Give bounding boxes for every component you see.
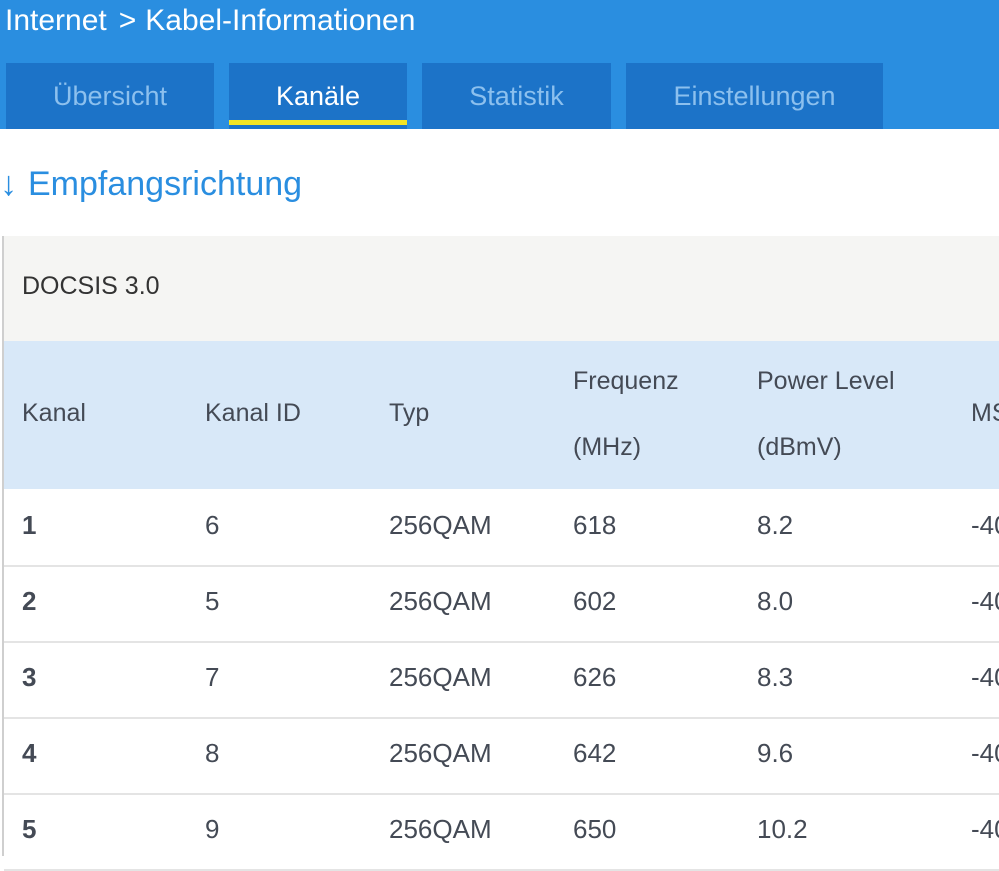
- column-header-kanal: Kanal: [22, 399, 86, 427]
- cell-kanal-id: 5: [205, 586, 220, 616]
- cell-mse: -40: [971, 662, 999, 692]
- cell-kanal-id: 6: [205, 510, 220, 540]
- table-row: 4 8 256QAM 642 9.6 -40: [4, 717, 999, 795]
- cell-typ: 256QAM: [389, 662, 492, 692]
- table-header: Kanal Kanal ID Typ Frequenz (MHz) Power …: [4, 341, 999, 489]
- cell-frequenz: 642: [573, 738, 617, 768]
- cell-mse: -40: [971, 586, 999, 616]
- tab-statistik[interactable]: Statistik: [422, 63, 611, 129]
- table-row: 5 9 256QAM 650 10.2 -40: [4, 793, 999, 871]
- docsis-group-bar: DOCSIS 3.0: [4, 236, 999, 341]
- cell-typ: 256QAM: [389, 738, 492, 768]
- cell-typ: 256QAM: [389, 814, 492, 844]
- cell-kanal: 1: [22, 510, 37, 540]
- active-tab-indicator: [229, 120, 407, 125]
- cell-typ: 256QAM: [389, 586, 492, 616]
- table-row: 1 6 256QAM 618 8.2 -40: [4, 489, 999, 567]
- column-header-typ: Typ: [389, 399, 430, 427]
- tab-uebersicht[interactable]: Übersicht: [6, 63, 214, 129]
- section-title: Empfangsrichtung: [28, 164, 303, 203]
- column-header-mse: MS: [971, 399, 999, 427]
- cell-frequenz: 618: [573, 510, 617, 540]
- cell-frequenz: 626: [573, 662, 617, 692]
- cell-kanal: 2: [22, 586, 37, 616]
- cell-frequenz: 650: [573, 814, 617, 844]
- table-row: 2 5 256QAM 602 8.0 -40: [4, 565, 999, 643]
- breadcrumb-parent-link[interactable]: Internet: [5, 4, 107, 37]
- cell-mse: -40: [971, 814, 999, 844]
- cell-kanal: 4: [22, 738, 37, 768]
- cell-mse: -40: [971, 510, 999, 540]
- tab-label: Statistik: [469, 80, 564, 111]
- table-row: 3 7 256QAM 626 8.3 -40: [4, 641, 999, 719]
- column-header-kanal-id: Kanal ID: [205, 399, 301, 427]
- section-toggle-empfangsrichtung[interactable]: ↓ Empfangsrichtung: [0, 160, 302, 208]
- cell-power-level: 8.0: [757, 586, 794, 616]
- cell-kanal-id: 7: [205, 662, 220, 692]
- cell-power-level: 10.2: [757, 814, 808, 844]
- breadcrumb: Internet > Kabel-Informationen: [5, 0, 415, 42]
- tab-label: Übersicht: [52, 80, 168, 111]
- cell-kanal-id: 8: [205, 738, 220, 768]
- cell-kanal: 3: [22, 662, 37, 692]
- tab-label: Einstellungen: [673, 80, 836, 111]
- channel-table-panel: DOCSIS 3.0 Kanal Kanal ID Typ Frequenz (…: [2, 236, 999, 871]
- docsis-version-label: DOCSIS 3.0: [22, 272, 160, 300]
- breadcrumb-current: Kabel-Informationen: [145, 4, 416, 37]
- column-header-unit: (dBmV): [757, 433, 842, 461]
- cell-power-level: 8.3: [757, 662, 794, 692]
- tab-kanaele[interactable]: Kanäle: [229, 63, 407, 129]
- cell-power-level: 9.6: [757, 738, 794, 768]
- cell-frequenz: 602: [573, 586, 617, 616]
- cell-power-level: 8.2: [757, 510, 794, 540]
- column-header-line: Frequenz: [573, 367, 679, 395]
- app-header: Internet > Kabel-Informationen Übersicht…: [0, 0, 999, 129]
- cell-typ: 256QAM: [389, 510, 492, 540]
- cell-kanal: 5: [22, 814, 37, 844]
- column-header-unit: (MHz): [573, 433, 642, 461]
- breadcrumb-separator-icon: >: [118, 4, 137, 37]
- cell-mse: -40: [971, 738, 999, 768]
- tab-einstellungen[interactable]: Einstellungen: [626, 63, 883, 129]
- column-header-line: Power Level: [757, 367, 895, 395]
- arrow-down-icon: ↓: [0, 164, 17, 203]
- tab-label: Kanäle: [275, 80, 361, 111]
- cell-kanal-id: 9: [205, 814, 220, 844]
